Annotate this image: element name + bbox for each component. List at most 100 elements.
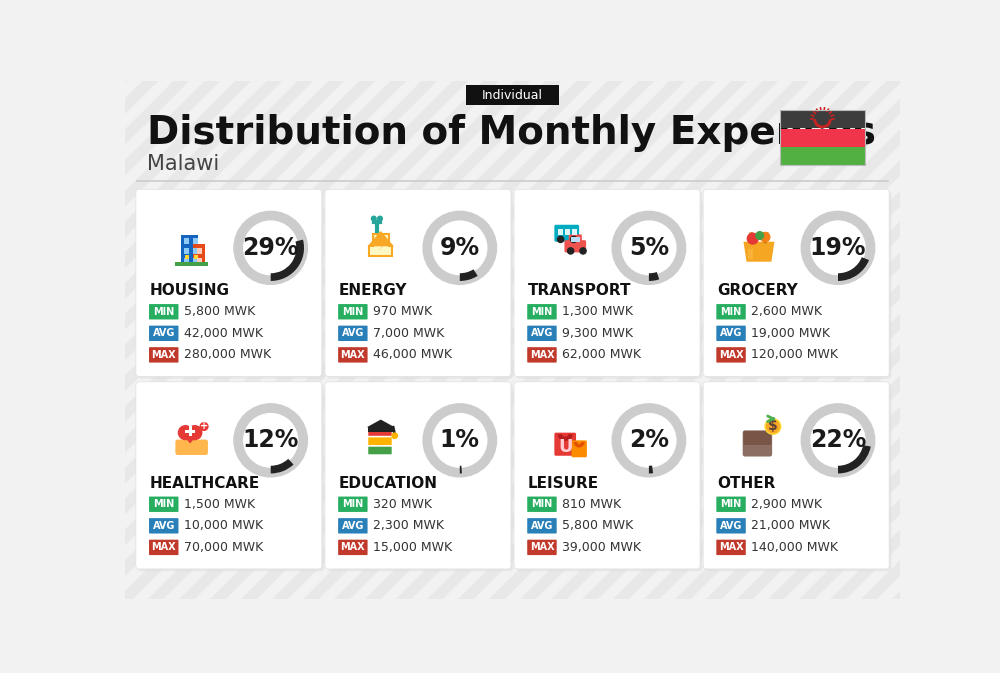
Bar	[368, 427, 393, 432]
Bar	[184, 248, 189, 254]
Wedge shape	[838, 257, 869, 281]
Bar	[197, 248, 202, 254]
Text: MIN: MIN	[342, 499, 363, 509]
Wedge shape	[649, 466, 653, 474]
FancyBboxPatch shape	[716, 540, 746, 555]
Circle shape	[238, 215, 303, 280]
Text: AVG: AVG	[342, 521, 364, 531]
Polygon shape	[179, 431, 201, 444]
Text: Distribution of Monthly Expenses: Distribution of Monthly Expenses	[147, 114, 876, 152]
FancyBboxPatch shape	[149, 497, 178, 512]
Text: U: U	[558, 437, 572, 456]
Bar	[780, 129, 865, 147]
Text: 19,000 MWK: 19,000 MWK	[751, 327, 830, 340]
Bar	[189, 427, 192, 435]
Bar	[185, 429, 195, 433]
Circle shape	[178, 426, 192, 439]
Circle shape	[580, 248, 586, 254]
Text: 2,900 MWK: 2,900 MWK	[751, 498, 822, 511]
Text: 140,000 MWK: 140,000 MWK	[751, 541, 838, 554]
FancyBboxPatch shape	[705, 384, 891, 571]
Text: MIN: MIN	[531, 307, 553, 317]
Circle shape	[764, 418, 781, 435]
FancyBboxPatch shape	[149, 304, 178, 320]
FancyBboxPatch shape	[338, 518, 368, 534]
FancyBboxPatch shape	[716, 304, 746, 320]
Text: AVG: AVG	[720, 521, 742, 531]
FancyBboxPatch shape	[743, 430, 772, 456]
Circle shape	[238, 408, 303, 472]
FancyBboxPatch shape	[716, 347, 746, 363]
FancyBboxPatch shape	[527, 347, 557, 363]
FancyBboxPatch shape	[325, 189, 511, 376]
Text: AVG: AVG	[531, 328, 553, 339]
FancyBboxPatch shape	[743, 431, 771, 445]
Text: MIN: MIN	[342, 307, 363, 317]
Text: 9%: 9%	[440, 236, 480, 260]
Wedge shape	[460, 269, 478, 281]
Wedge shape	[838, 445, 871, 474]
FancyBboxPatch shape	[527, 540, 557, 555]
Polygon shape	[367, 419, 395, 427]
FancyBboxPatch shape	[527, 304, 557, 320]
FancyBboxPatch shape	[149, 347, 178, 363]
Text: 120,000 MWK: 120,000 MWK	[751, 349, 838, 361]
Text: AVG: AVG	[153, 521, 175, 531]
Text: AVG: AVG	[342, 328, 364, 339]
Circle shape	[616, 215, 681, 280]
Text: 5,800 MWK: 5,800 MWK	[562, 520, 633, 532]
Bar	[572, 229, 577, 235]
Text: MAX: MAX	[151, 542, 176, 553]
Bar	[197, 258, 202, 263]
Text: OTHER: OTHER	[717, 476, 775, 491]
Text: Individual: Individual	[482, 89, 543, 102]
Text: MIN: MIN	[720, 307, 742, 317]
Circle shape	[200, 423, 208, 430]
Circle shape	[392, 433, 397, 438]
FancyBboxPatch shape	[368, 427, 392, 437]
Text: 19%: 19%	[810, 236, 866, 260]
FancyBboxPatch shape	[338, 540, 368, 555]
FancyBboxPatch shape	[716, 518, 746, 534]
Wedge shape	[271, 459, 294, 474]
Bar	[193, 244, 205, 264]
Text: EDUCATION: EDUCATION	[339, 476, 438, 491]
FancyBboxPatch shape	[571, 440, 587, 457]
Circle shape	[805, 408, 871, 472]
Bar	[780, 110, 865, 166]
Circle shape	[378, 216, 382, 221]
FancyBboxPatch shape	[703, 189, 889, 376]
Text: MAX: MAX	[341, 542, 365, 553]
FancyBboxPatch shape	[175, 439, 208, 455]
Bar	[194, 255, 198, 259]
FancyBboxPatch shape	[149, 326, 178, 341]
Bar	[184, 258, 189, 264]
Text: AVG: AVG	[720, 328, 742, 339]
Circle shape	[427, 215, 492, 280]
Wedge shape	[649, 272, 659, 281]
Text: 70,000 MWK: 70,000 MWK	[184, 541, 263, 554]
Text: 1,500 MWK: 1,500 MWK	[184, 498, 255, 511]
Polygon shape	[368, 231, 394, 246]
FancyBboxPatch shape	[554, 433, 576, 456]
Polygon shape	[369, 234, 392, 256]
Text: MIN: MIN	[531, 499, 553, 509]
FancyBboxPatch shape	[149, 518, 178, 534]
FancyBboxPatch shape	[527, 497, 557, 512]
Text: 15,000 MWK: 15,000 MWK	[373, 541, 452, 554]
Bar	[193, 258, 198, 264]
Bar	[748, 250, 753, 258]
FancyBboxPatch shape	[138, 384, 324, 571]
Bar	[175, 262, 208, 266]
Circle shape	[571, 236, 577, 242]
Circle shape	[568, 248, 574, 254]
Bar	[193, 238, 198, 244]
Circle shape	[766, 419, 780, 433]
FancyBboxPatch shape	[516, 192, 702, 379]
FancyBboxPatch shape	[514, 189, 700, 376]
Circle shape	[756, 232, 764, 240]
FancyBboxPatch shape	[327, 384, 513, 571]
FancyBboxPatch shape	[514, 382, 700, 569]
Bar	[184, 238, 189, 244]
FancyBboxPatch shape	[325, 382, 511, 569]
